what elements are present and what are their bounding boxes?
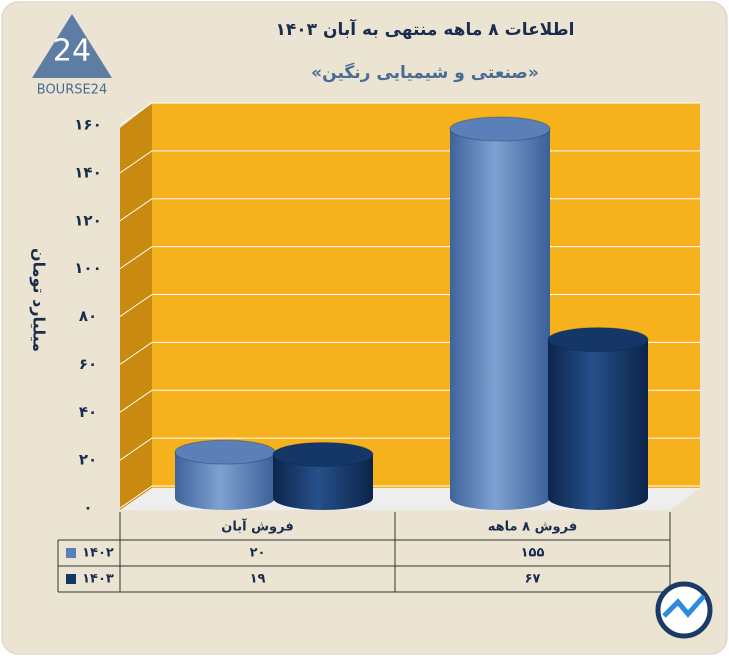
table-value: ۶۷ xyxy=(525,572,541,587)
table-value: ۱۵۵ xyxy=(521,546,545,561)
logo-mark: 24 xyxy=(53,34,91,69)
x-tick-label: فروش آبان xyxy=(221,518,293,535)
bar-top xyxy=(272,442,374,468)
y-tick-label: ۰ xyxy=(83,499,92,517)
bar xyxy=(175,452,275,510)
y-tick-label: ۱۴۰ xyxy=(74,163,101,181)
grid-line xyxy=(119,102,700,126)
logo-name: BOURSE24 xyxy=(37,83,107,98)
table-value: ۲۰ xyxy=(250,546,266,561)
y-tick-label: ۱۰۰ xyxy=(74,259,101,277)
y-tick-label: ۱۲۰ xyxy=(74,211,101,229)
legend-swatch xyxy=(66,574,76,584)
y-tick-label: ۶۰ xyxy=(79,355,97,373)
y-tick-label: ۴۰ xyxy=(79,403,97,421)
y-tick-label: ۱۶۰ xyxy=(74,116,101,134)
logo-triangle xyxy=(32,14,112,78)
bar xyxy=(273,454,373,510)
bar xyxy=(450,128,550,510)
y-tick-label: ۲۰ xyxy=(79,451,97,469)
chart-title: اطلاعات ۸ ماهه منتهی به آبان ۱۴۰۳ xyxy=(276,18,575,40)
legend-label: ۱۴۰۳ xyxy=(82,572,114,587)
legend-swatch xyxy=(66,548,76,558)
y-axis-label: میلیارد تومان xyxy=(30,248,49,352)
legend-label: ۱۴۰۲ xyxy=(82,546,114,561)
table-value: ۱۹ xyxy=(250,572,266,587)
bar-top xyxy=(547,327,649,353)
bar xyxy=(548,339,648,510)
y-tick-label: ۸۰ xyxy=(79,307,97,325)
bar-top xyxy=(174,439,276,465)
x-tick-label: فروش ۸ ماهه xyxy=(488,520,577,535)
brand-icon-arrow xyxy=(662,594,706,618)
bar-top xyxy=(449,116,551,142)
chart-subtitle: «صنعتی و شیمیایی رنگین» xyxy=(311,62,539,83)
